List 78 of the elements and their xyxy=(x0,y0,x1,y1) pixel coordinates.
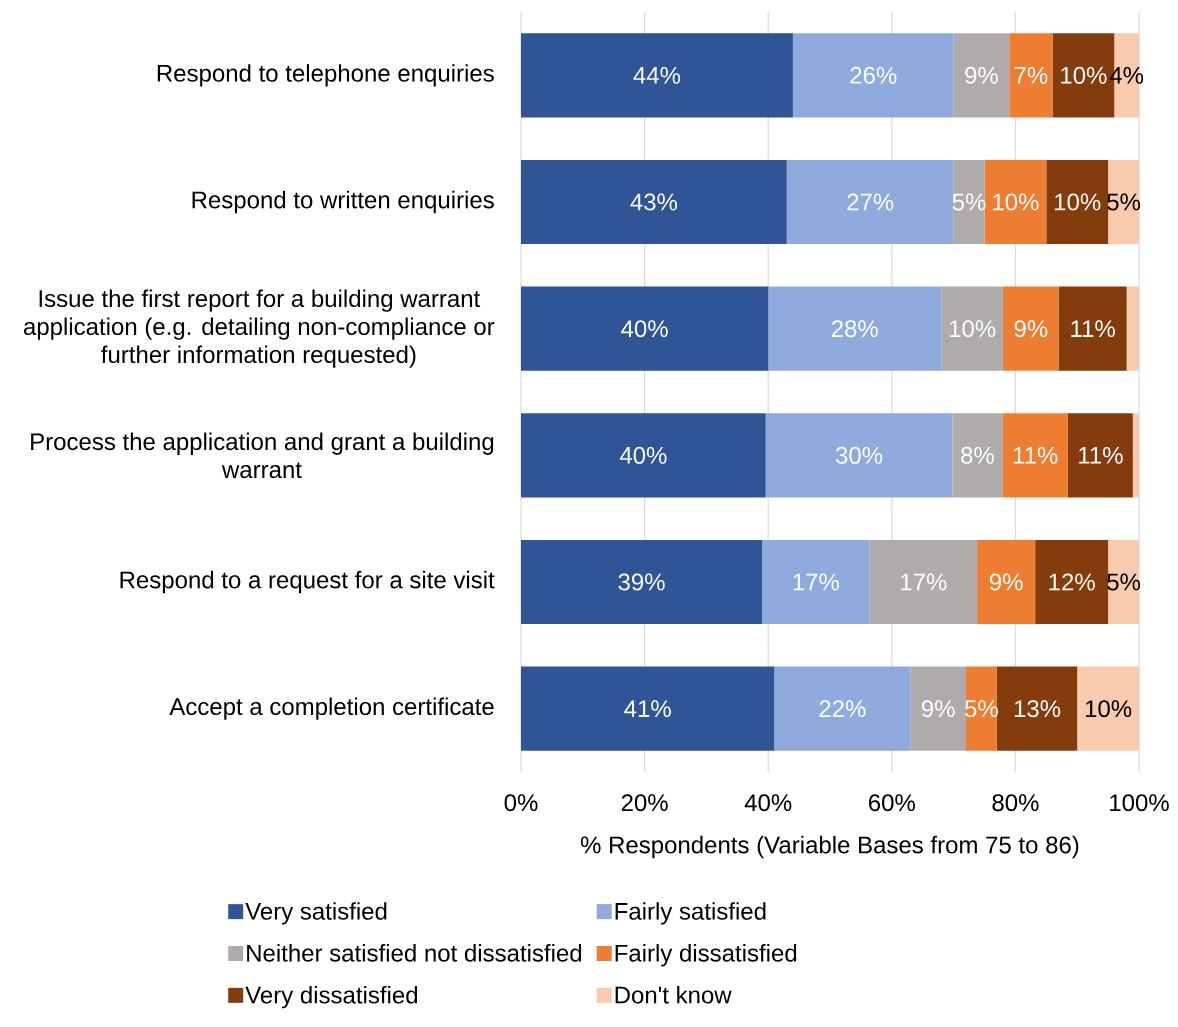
bar xyxy=(521,539,763,625)
y-tick-label: Accept a completion certificate xyxy=(169,697,494,720)
bar xyxy=(1126,286,1140,371)
bar xyxy=(521,286,769,371)
data-label: 10% xyxy=(1085,700,1132,718)
data-label: 40% xyxy=(621,320,668,338)
x-axis-title: % Respondents (Variable Bases from 75 to 86) xyxy=(580,835,1079,859)
x-tick-label: 60% xyxy=(869,794,915,812)
bar xyxy=(1009,33,1053,118)
bar xyxy=(1002,413,1068,498)
bar xyxy=(786,159,954,245)
data-label: 13% xyxy=(1014,700,1061,718)
bar xyxy=(521,33,793,118)
legend-label: Fairly satisfied xyxy=(615,902,766,925)
data-label: 10% xyxy=(1055,193,1101,211)
data-label: 9% xyxy=(965,66,998,84)
x-tick-label: 80% xyxy=(992,794,1039,812)
data-label: 7% xyxy=(1014,66,1048,84)
data-label: 41% xyxy=(624,700,671,718)
bar xyxy=(792,33,954,118)
bar xyxy=(977,539,1036,625)
y-tick-label: Respond to a request for a site visit xyxy=(120,570,495,594)
y-tick-label: Respond to telephone enquiries xyxy=(157,64,494,87)
data-label: 11% xyxy=(1013,446,1058,464)
data-label: 10% xyxy=(993,193,1039,211)
data-label: 39% xyxy=(618,573,665,591)
bar xyxy=(1132,413,1140,498)
bar xyxy=(941,286,1004,371)
bar xyxy=(910,666,966,751)
bar xyxy=(774,666,911,751)
bar xyxy=(869,539,978,625)
data-label: 40% xyxy=(619,446,667,464)
data-label: 8% xyxy=(961,446,994,464)
bar xyxy=(1046,159,1109,245)
x-tick-label: 0% xyxy=(504,794,538,812)
data-label: 43% xyxy=(630,193,678,211)
data-label: 44% xyxy=(633,66,681,84)
bar xyxy=(1067,413,1133,498)
bar xyxy=(765,413,953,498)
bar xyxy=(952,413,1003,498)
bar xyxy=(521,159,787,245)
data-label: 10% xyxy=(1061,66,1107,84)
data-label: 11% xyxy=(1079,446,1123,464)
bar xyxy=(1003,286,1059,371)
x-tick-label: 100% xyxy=(1110,794,1169,812)
bar xyxy=(762,539,870,625)
y-tick-label: Process the application and grant a building warrant xyxy=(31,432,494,479)
bar xyxy=(521,666,775,751)
y-tick-label: Respond to written enquiries xyxy=(192,190,494,214)
data-label: 9% xyxy=(921,700,955,718)
legend-label: Fairly dissatisfied xyxy=(615,944,797,967)
legend-label: Don't know xyxy=(615,985,732,1004)
data-label: 17% xyxy=(793,573,839,591)
x-tick-label: 40% xyxy=(744,794,792,812)
bar xyxy=(521,413,766,498)
data-label: 12% xyxy=(1049,573,1095,591)
bar xyxy=(984,159,1047,245)
data-label: 9% xyxy=(989,573,1023,591)
bar xyxy=(953,33,1010,118)
legend-label: Very satisfied xyxy=(245,902,387,925)
data-label: 9% xyxy=(1014,320,1048,338)
data-label: 17% xyxy=(901,573,947,591)
bar xyxy=(996,666,1078,751)
y-tick-label: Issue the first report for a building warrant application (e.g. detailing non-compliance or further information requested) xyxy=(23,289,495,368)
bar xyxy=(1058,286,1127,371)
data-label: 28% xyxy=(831,320,878,338)
legend-label: Neither satisfied not dissatisfied xyxy=(247,944,582,962)
bar xyxy=(1035,539,1109,625)
data-label: 30% xyxy=(835,446,883,464)
data-label: 11% xyxy=(1071,320,1115,338)
data-label: 10% xyxy=(949,320,996,338)
bar xyxy=(1077,666,1140,751)
x-tick-label: 20% xyxy=(621,794,668,812)
legend-label: Very dissatisfied xyxy=(245,985,418,1009)
bar xyxy=(768,286,942,371)
data-label: 27% xyxy=(847,193,894,211)
data-label: 26% xyxy=(850,66,897,84)
data-label: 22% xyxy=(819,700,866,718)
